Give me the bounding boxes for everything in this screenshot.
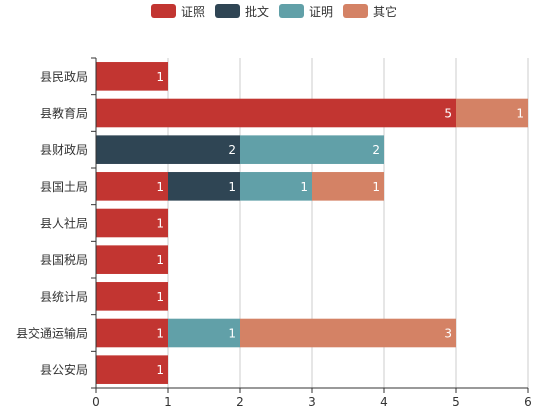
category-label: 县国税局: [40, 253, 88, 267]
bar-value-label: 1: [156, 180, 164, 194]
bar-segment[interactable]: [96, 318, 168, 348]
x-tick-label: 2: [236, 395, 244, 409]
legend-item[interactable]: 其它: [343, 4, 397, 19]
legend-item[interactable]: 证明: [279, 4, 333, 19]
bar-value-label: 2: [228, 143, 236, 157]
bar-value-label: 1: [156, 290, 164, 304]
bar-segment[interactable]: [96, 282, 168, 311]
bar-segment[interactable]: [96, 172, 168, 201]
x-tick-label: 1: [164, 395, 172, 409]
bar-segment[interactable]: [240, 318, 456, 348]
x-tick-label: 5: [452, 395, 460, 409]
legend-swatch: [343, 4, 368, 18]
bar-segment[interactable]: [456, 98, 528, 128]
legend-item[interactable]: 批文: [215, 4, 269, 19]
category-label: 县教育局: [40, 106, 88, 121]
bar-segment[interactable]: [168, 172, 240, 201]
bar-segment[interactable]: [96, 62, 168, 91]
category-label: 县公安局: [40, 362, 88, 377]
bar-segment[interactable]: [96, 208, 168, 238]
bar-value-label: 1: [156, 363, 164, 377]
bar-segment[interactable]: [240, 135, 384, 164]
legend-label: 证照: [181, 5, 205, 19]
bar-value-label: 1: [156, 70, 164, 84]
category-label: 县财政局: [40, 143, 88, 157]
bar-value-label: 2: [372, 143, 380, 157]
x-tick-label: 0: [92, 395, 100, 409]
x-tick-label: 6: [524, 395, 532, 409]
legend-label: 批文: [245, 4, 269, 19]
bar-value-label: 1: [228, 327, 236, 341]
bar-value-label: 3: [444, 327, 452, 341]
x-tick-label: 3: [308, 395, 316, 409]
category-label: 县人社局: [40, 216, 88, 231]
bar-value-label: 1: [228, 180, 236, 194]
bar-segment[interactable]: [96, 245, 168, 274]
bar-value-label: 1: [156, 217, 164, 231]
bar-value-label: 1: [156, 253, 164, 267]
legend-item[interactable]: 证照: [151, 4, 205, 19]
bar-segment[interactable]: [96, 98, 456, 128]
legend-swatch: [279, 4, 304, 18]
legend-label: 证明: [309, 5, 333, 19]
bar-segment[interactable]: [96, 135, 240, 164]
bars: 1 5 1 2 2 1 1 1 1 1 1 1 1 1 3 1: [96, 62, 528, 384]
bar-value-label: 1: [516, 107, 524, 121]
x-tick-label: 4: [380, 395, 388, 409]
bar-value-label: 1: [300, 180, 308, 194]
category-label: 县国土局: [40, 180, 88, 194]
bar-segment[interactable]: [168, 318, 240, 348]
bar-value-label: 1: [372, 180, 380, 194]
bar-value-label: 1: [156, 327, 164, 341]
bar-value-label: 5: [444, 107, 452, 121]
bar-segment[interactable]: [240, 172, 312, 201]
bar-segment[interactable]: [312, 172, 384, 201]
category-label: 县民政局: [40, 70, 88, 84]
legend-swatch: [215, 4, 240, 18]
legend-label: 其它: [373, 4, 397, 19]
category-label: 县统计局: [40, 290, 88, 304]
legend-swatch: [151, 4, 176, 18]
category-label: 县交通运输局: [16, 326, 88, 341]
bar-segment[interactable]: [96, 355, 168, 384]
chart-legend[interactable]: 证照 批文 证明 其它: [151, 4, 397, 19]
